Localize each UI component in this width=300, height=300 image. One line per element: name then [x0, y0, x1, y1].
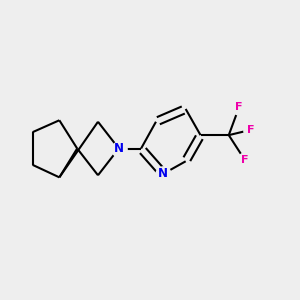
- Text: F: F: [247, 125, 255, 135]
- Text: F: F: [236, 102, 243, 112]
- Text: F: F: [242, 155, 249, 165]
- Text: N: N: [158, 167, 168, 180]
- Text: N: N: [114, 142, 124, 155]
